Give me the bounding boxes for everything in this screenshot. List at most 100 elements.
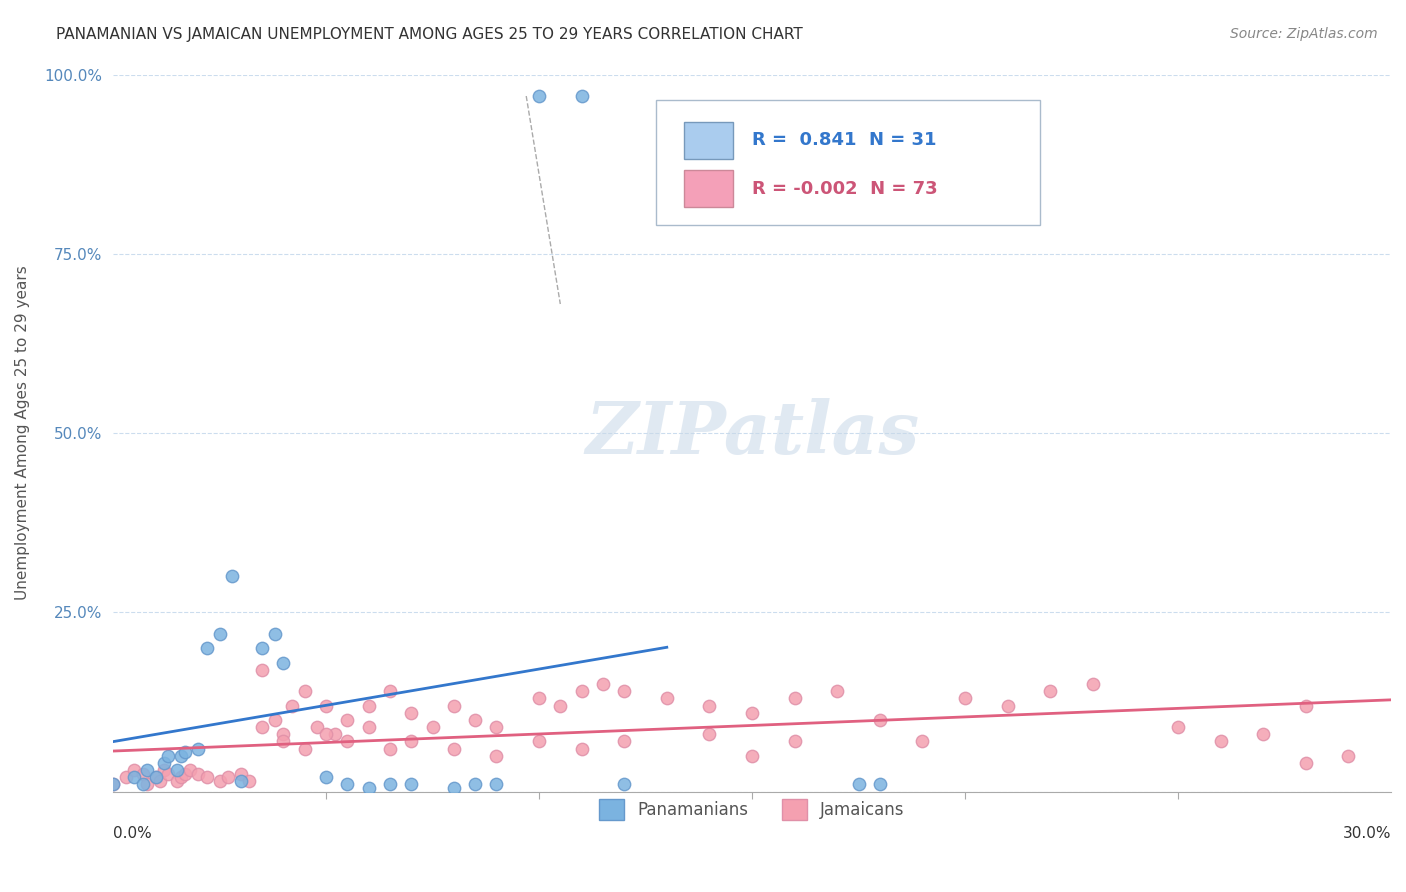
Point (613, 684, 636, 698)
Text: R =  0.841  N = 31: R = 0.841 N = 31 (752, 131, 936, 150)
Point (124, 763, 146, 777)
Point (443, 698, 465, 713)
Point (174, 766, 197, 780)
Point (1209, 734, 1232, 748)
Point (825, 684, 848, 698)
Point (273, 656, 295, 670)
Point (550, 698, 572, 713)
Point (101, 777, 124, 791)
Point (264, 713, 287, 727)
Point (741, 748, 763, 763)
Point (485, 777, 508, 791)
Point (170, 770, 193, 784)
Point (132, 777, 155, 791)
Point (132, 766, 155, 780)
Point (153, 756, 176, 770)
Point (997, 698, 1019, 713)
Point (114, 770, 136, 784)
Point (187, 766, 209, 780)
Point (315, 698, 337, 713)
Point (378, 741, 401, 756)
Point (1251, 727, 1274, 741)
Point (208, 773, 231, 788)
Point (170, 748, 193, 763)
Point (1167, 720, 1189, 734)
Point (145, 770, 167, 784)
Point (869, 713, 891, 727)
Point (378, 777, 401, 791)
Point (307, 720, 329, 734)
Point (195, 770, 218, 784)
Point (221, 569, 243, 583)
Point (1295, 698, 1317, 713)
Point (336, 777, 359, 791)
Bar (685, 122, 733, 159)
Point (323, 727, 346, 741)
Point (378, 684, 401, 698)
Point (157, 748, 180, 763)
Point (229, 766, 252, 780)
Point (136, 763, 159, 777)
Point (1039, 684, 1062, 698)
Point (238, 773, 260, 788)
Point (208, 627, 231, 641)
Text: Source: ZipAtlas.com: Source: ZipAtlas.com (1230, 27, 1378, 41)
Text: R = -0.002  N = 73: R = -0.002 N = 73 (752, 179, 938, 197)
Point (613, 777, 636, 791)
Point (869, 777, 891, 791)
Point (485, 720, 508, 734)
Point (124, 770, 146, 784)
Point (1295, 756, 1317, 770)
Text: 30.0%: 30.0% (1343, 826, 1391, 841)
Point (443, 741, 465, 756)
Point (145, 770, 167, 784)
Point (294, 741, 316, 756)
Point (357, 720, 380, 734)
FancyBboxPatch shape (657, 100, 1039, 225)
Point (1337, 748, 1360, 763)
Point (101, 777, 124, 791)
Bar (685, 169, 733, 207)
Point (848, 777, 870, 791)
Point (699, 698, 721, 713)
Y-axis label: Unemployment Among Ages 25 to 29 years: Unemployment Among Ages 25 to 29 years (15, 266, 30, 600)
Point (1081, 677, 1104, 691)
Point (527, 89, 550, 103)
Point (315, 770, 337, 784)
Point (264, 627, 287, 641)
Point (136, 777, 159, 791)
Point (527, 691, 550, 706)
Point (527, 734, 550, 748)
Point (422, 720, 444, 734)
Point (157, 766, 180, 780)
Point (166, 773, 188, 788)
Point (195, 641, 218, 656)
Point (571, 741, 593, 756)
Point (399, 777, 422, 791)
Point (613, 734, 636, 748)
Point (911, 734, 934, 748)
Point (174, 745, 197, 759)
Point (783, 734, 806, 748)
Point (153, 763, 176, 777)
Text: ZIPatlas: ZIPatlas (585, 398, 920, 468)
Point (315, 727, 337, 741)
Point (217, 770, 239, 784)
Text: 0.0%: 0.0% (112, 826, 152, 841)
Point (953, 691, 976, 706)
Point (399, 734, 422, 748)
Point (250, 663, 273, 677)
Point (294, 684, 316, 698)
Point (485, 748, 508, 763)
Point (655, 691, 678, 706)
Point (399, 706, 422, 720)
Point (273, 734, 295, 748)
Point (357, 698, 380, 713)
Point (229, 773, 252, 788)
Point (179, 763, 201, 777)
Point (783, 691, 806, 706)
Point (741, 706, 763, 720)
Text: PANAMANIAN VS JAMAICAN UNEMPLOYMENT AMONG AGES 25 TO 29 YEARS CORRELATION CHART: PANAMANIAN VS JAMAICAN UNEMPLOYMENT AMON… (56, 27, 803, 42)
Point (357, 780, 380, 795)
Point (571, 89, 593, 103)
